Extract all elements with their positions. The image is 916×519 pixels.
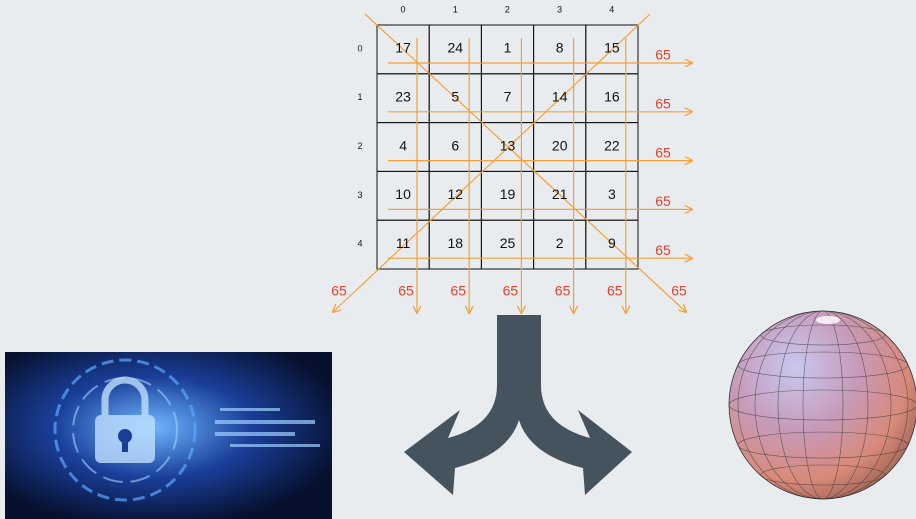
cell-number: 20 [552,137,568,153]
split-arrow [404,315,632,495]
cell-number: 10 [395,186,411,202]
cell-number: 21 [552,186,568,202]
cell-number: 8 [556,40,564,56]
cell-number: 2 [556,235,564,251]
cell-number: 12 [448,186,464,202]
row-index: 1 [357,92,362,102]
cell-number: 1 [504,40,512,56]
column-sum: 65 [398,283,414,299]
cell-number: 13 [500,137,516,153]
column-index: 3 [557,4,562,14]
column-sum: 65 [607,283,623,299]
cell-number: 5 [451,89,459,105]
cell-number: 15 [604,40,620,56]
column-index: 2 [505,4,510,14]
cell-number: 14 [552,89,568,105]
column-index: 0 [400,4,405,14]
row-index: 3 [357,190,362,200]
column-index: 4 [609,4,614,14]
cell-number: 24 [448,40,464,56]
row-sum: 65 [655,242,671,258]
row-index: 4 [357,239,362,249]
row-sum: 65 [655,193,671,209]
column-sum: 65 [555,283,571,299]
cell-number: 11 [396,235,411,251]
cell-number: 7 [504,89,512,105]
row-index: 0 [357,43,362,53]
cell-number: 9 [608,235,616,251]
cell-number: 4 [399,137,407,153]
grid-cell [585,219,639,270]
main-diagonal-sum: 65 [671,283,687,299]
row-sum: 65 [655,96,671,112]
row-index: 2 [357,141,362,151]
sphere-image [728,310,916,500]
row-sum: 65 [655,47,671,63]
column-sum: 65 [503,283,519,299]
row-sum: 65 [655,144,671,160]
cell-number: 22 [604,137,620,153]
main-diagonal-arrow [364,13,686,312]
anti-diagonal-arrow [333,13,651,312]
column-sum: 65 [450,283,466,299]
column-index: 1 [453,4,458,14]
cell-number: 17 [395,40,411,56]
anti-diagonal-sum: 65 [331,283,347,299]
lock-image [5,352,332,519]
cell-number: 19 [500,186,516,202]
cell-number: 6 [451,137,459,153]
cell-number: 25 [500,235,516,251]
cell-number: 16 [604,89,620,105]
cell-number: 18 [448,235,464,251]
cell-number: 3 [608,186,616,202]
cell-number: 23 [395,89,411,105]
